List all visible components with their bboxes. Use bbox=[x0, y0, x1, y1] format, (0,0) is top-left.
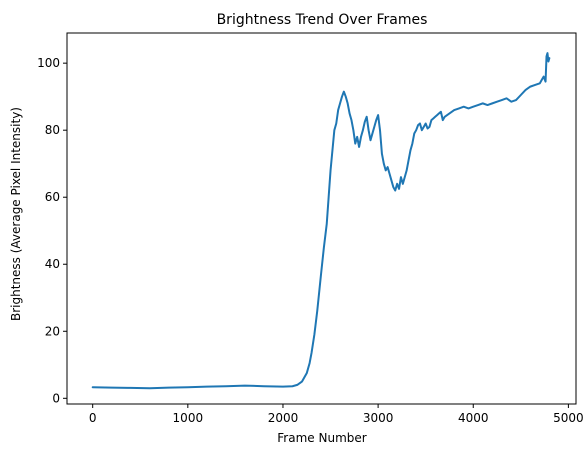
x-tick-label: 3000 bbox=[363, 411, 394, 425]
plot-frame bbox=[66, 32, 577, 405]
series-line-0 bbox=[91, 52, 551, 390]
y-axis-label: Brightness (Average Pixel Intensity) bbox=[9, 107, 23, 321]
x-tick-label: 5000 bbox=[553, 411, 584, 425]
x-axis-label: Frame Number bbox=[277, 431, 366, 445]
y-tick-label: 60 bbox=[45, 190, 60, 204]
x-tick-label: 0 bbox=[89, 411, 97, 425]
y-axis-ticks: 0 20 40 60 80 100 bbox=[37, 56, 67, 405]
x-axis-ticks: 0 1000 2000 3000 4000 5000 bbox=[89, 404, 584, 425]
y-tick-label: 100 bbox=[37, 56, 60, 70]
y-tick-label: 80 bbox=[45, 123, 60, 137]
x-tick-label: 1000 bbox=[173, 411, 204, 425]
x-tick-label: 4000 bbox=[458, 411, 489, 425]
y-tick-label: 20 bbox=[45, 324, 60, 338]
plot-area bbox=[66, 32, 577, 405]
chart-title: Brightness Trend Over Frames bbox=[217, 12, 428, 28]
y-tick-label: 40 bbox=[45, 257, 60, 271]
x-tick-label: 2000 bbox=[268, 411, 299, 425]
y-tick-label: 0 bbox=[52, 391, 60, 405]
